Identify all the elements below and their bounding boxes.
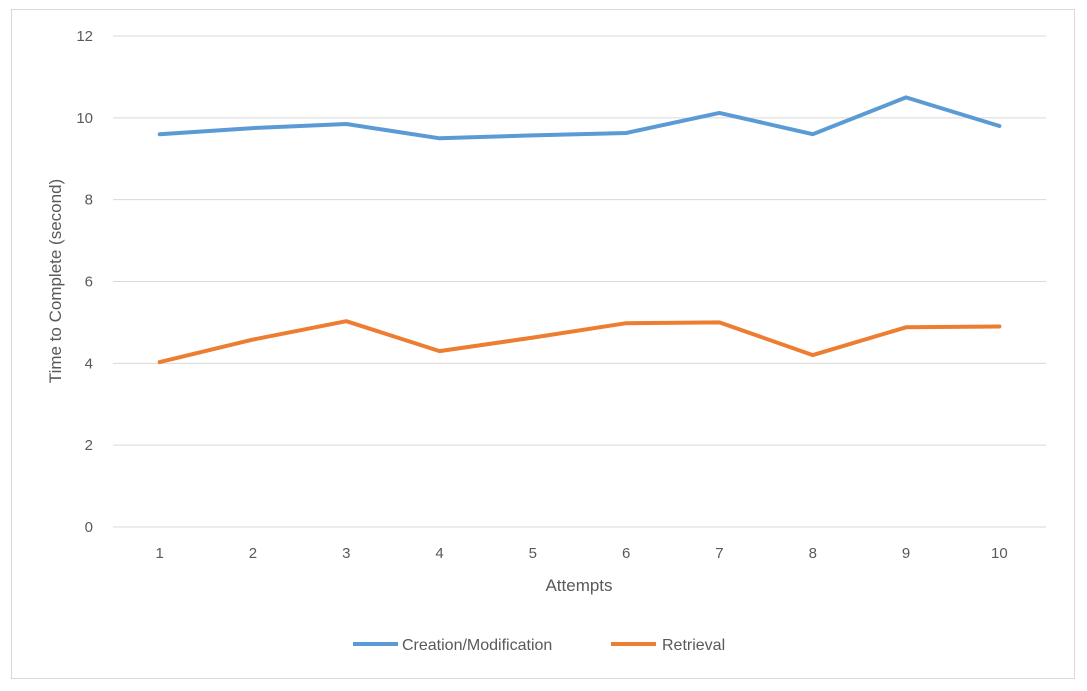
series-lines [157, 95, 1002, 365]
y-tick-label: 8 [85, 192, 93, 209]
x-tick-label: 4 [435, 545, 443, 562]
legend-label-creation-modification: Creation/Modification [402, 637, 552, 654]
y-axis-title: Time to Complete (second) [46, 179, 65, 383]
x-axis-title: Attempts [545, 576, 612, 595]
legend: Creation/Modification Retrieval [353, 637, 725, 654]
x-tick-label: 1 [155, 545, 163, 562]
chart-frame [11, 9, 1075, 679]
y-tick-label: 12 [76, 28, 93, 45]
gridlines [113, 35, 1046, 528]
y-tick-labels: 0 2 4 6 8 10 12 [76, 28, 93, 536]
x-tick-label: 5 [529, 545, 537, 562]
series-line-creation-modification [157, 95, 1002, 141]
y-tick-label: 4 [85, 355, 93, 372]
y-tick-label: 6 [85, 274, 93, 291]
x-tick-label: 9 [902, 545, 910, 562]
y-tick-label: 2 [85, 437, 93, 454]
y-tick-label: 0 [85, 519, 93, 536]
series-line-retrieval [157, 319, 1002, 365]
x-tick-label: 10 [991, 545, 1008, 562]
x-tick-label: 6 [622, 545, 630, 562]
x-tick-label: 8 [809, 545, 817, 562]
x-tick-label: 2 [249, 545, 257, 562]
x-tick-label: 7 [715, 545, 723, 562]
legend-label-retrieval: Retrieval [662, 637, 725, 654]
x-tick-label: 3 [342, 545, 350, 562]
x-tick-labels: 1 2 3 4 5 6 7 8 9 10 [155, 545, 1007, 562]
y-tick-label: 10 [76, 110, 93, 127]
